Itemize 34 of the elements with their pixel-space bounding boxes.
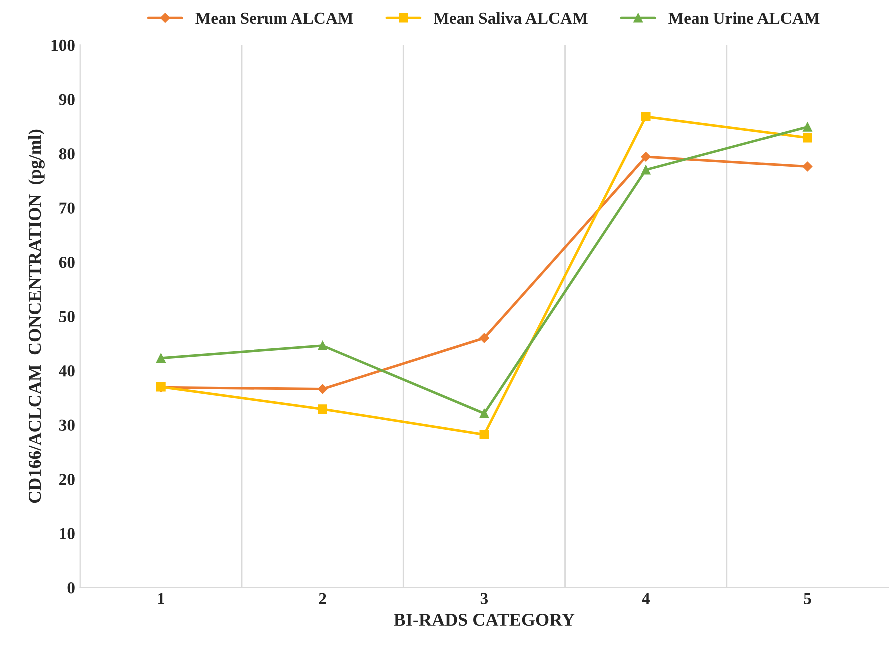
point <box>480 430 490 440</box>
point <box>318 341 328 351</box>
x-tick-label: 3 <box>480 593 488 604</box>
legend-label: Mean Saliva ALCAM <box>434 12 588 24</box>
point <box>803 122 812 132</box>
y-tick-label: 10 <box>60 528 75 540</box>
y-tick-label: 0 <box>68 582 75 594</box>
point <box>156 354 166 364</box>
point <box>641 165 651 175</box>
y-tick-label: 30 <box>59 420 75 432</box>
x-tick-label: 4 <box>642 593 650 604</box>
y-tick-label: 40 <box>59 366 75 377</box>
y-tick-label: 50 <box>60 311 75 322</box>
x-tick-label: 2 <box>319 593 326 604</box>
x-tick-label: 5 <box>804 593 812 604</box>
point <box>641 112 651 122</box>
y-tick-label: 70 <box>60 202 75 214</box>
y-axis-title: CD166/ACLCAM CONCENTRATION (pg/ml) <box>28 130 45 504</box>
point <box>318 404 328 414</box>
x-tick-label: 1 <box>158 593 164 604</box>
point <box>318 384 328 394</box>
y-tick-label: 80 <box>59 148 75 160</box>
y-tick-label: 20 <box>60 474 75 486</box>
legend-label: Mean Urine ALCAM <box>668 12 820 24</box>
point <box>480 333 490 344</box>
point <box>641 152 652 162</box>
y-tick-label: 100 <box>52 40 75 52</box>
point <box>802 162 813 172</box>
x-axis-title: BI-RADS CATEGORY <box>394 614 575 626</box>
y-tick-label: 90 <box>59 94 75 106</box>
point <box>803 133 812 143</box>
point <box>480 408 490 418</box>
y-tick-label: 60 <box>59 256 75 268</box>
legend-label: Mean Serum ALCAM <box>196 12 354 24</box>
